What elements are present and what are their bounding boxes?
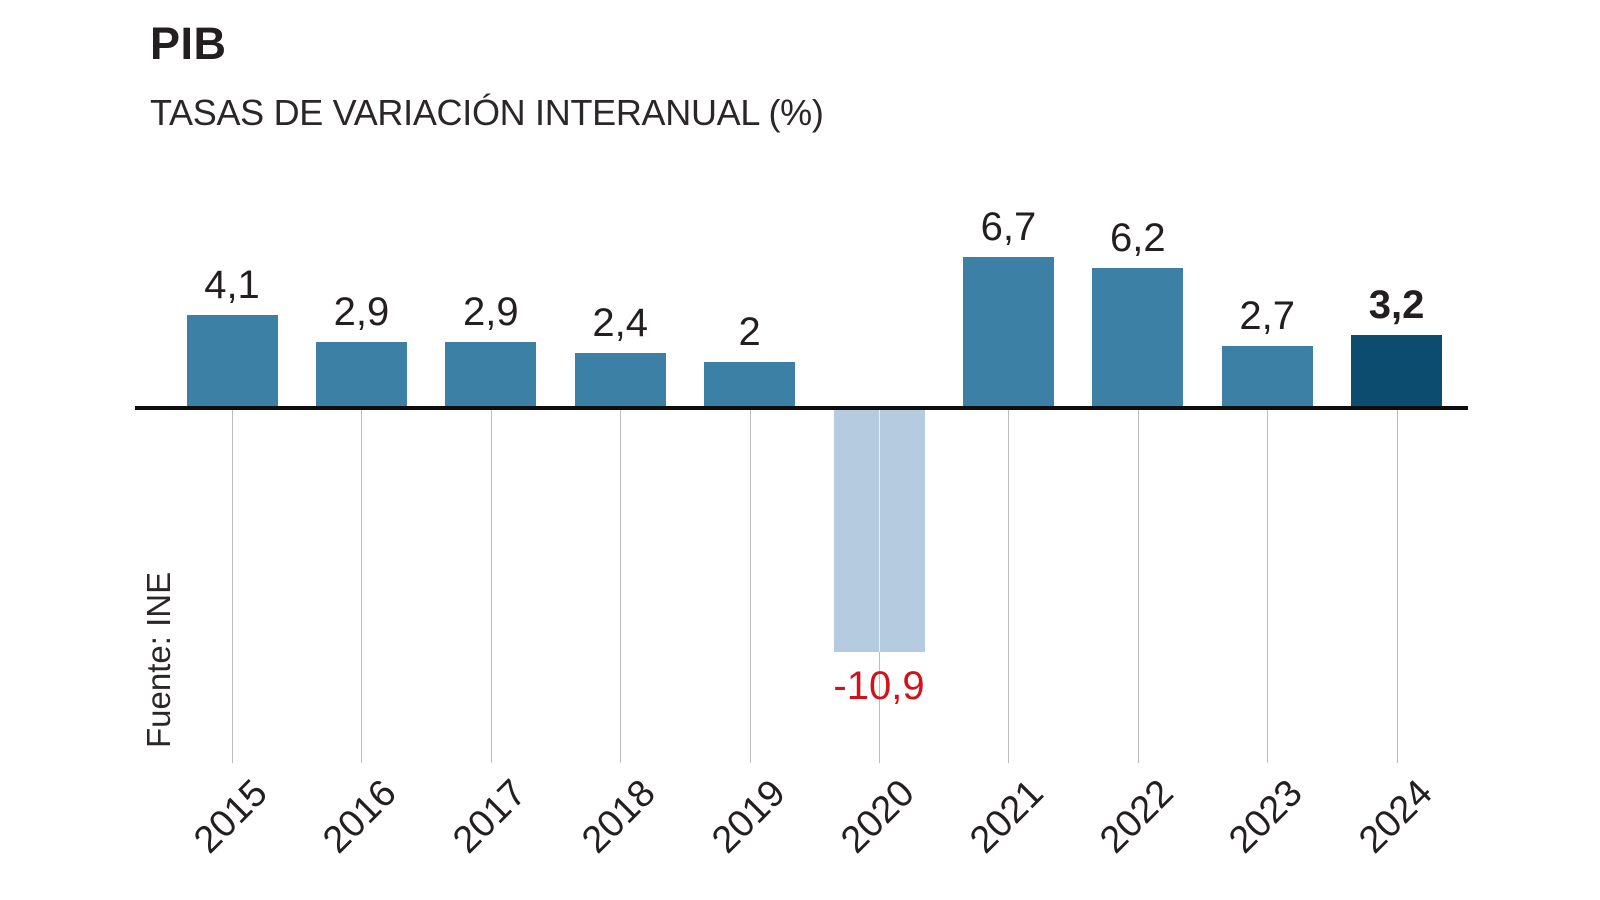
bar-2018 [574,352,666,406]
value-label-2021: 6,7 [980,205,1037,250]
grid-line-2021 [1008,410,1010,763]
year-label-2023: 2023 [1221,772,1311,862]
value-label-2020: -10,9 [833,663,925,708]
x-axis-line [135,406,1468,410]
year-label-2021: 2021 [962,772,1053,862]
grid-line-2017 [490,410,492,763]
chart-title: PIB [150,18,227,69]
bar-2020 [833,410,925,652]
year-label-2017: 2017 [445,772,535,862]
bar-2016 [315,341,407,406]
grid-line-2024 [1396,410,1398,763]
bar-2019 [704,361,796,406]
bar-2024 [1351,334,1443,406]
value-label-2019: 2 [738,309,761,354]
value-label-2023: 2,7 [1239,294,1295,339]
grid-line-overlay [879,410,880,652]
year-label-2019: 2019 [703,772,794,862]
year-label-2024: 2024 [1350,772,1441,862]
bar-2023 [1221,346,1313,406]
grid-line-2016 [361,410,363,763]
value-label-2018: 2,4 [592,300,648,345]
value-label-2017: 2,9 [462,289,519,334]
grid-line-2022 [1137,410,1139,763]
grid-line-2023 [1267,410,1269,763]
bar-2017 [445,341,537,406]
value-label-2024: 3,2 [1368,282,1425,327]
year-label-2018: 2018 [574,772,664,862]
chart-subtitle: TASAS DE VARIACIÓN INTERANUAL (%) [150,92,824,133]
year-label-2020: 2020 [833,772,923,862]
year-label-2022: 2022 [1092,772,1182,862]
bar-2015 [186,314,278,406]
value-label-2016: 2,9 [333,289,390,334]
grid-line-2019 [749,410,751,763]
bar-2021 [962,257,1054,406]
value-label-2022: 6,2 [1109,216,1166,261]
value-label-2015: 4,1 [204,262,260,307]
year-label-2015: 2015 [186,772,276,862]
grid-line-2018 [620,410,622,763]
year-label-2016: 2016 [315,772,406,862]
bar-2022 [1092,268,1184,406]
source-label: Fuente: INE [140,571,177,748]
grid-line-2015 [232,410,233,763]
